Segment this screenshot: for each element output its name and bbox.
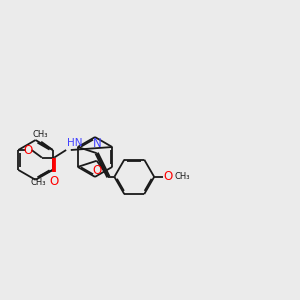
Text: CH₃: CH₃ bbox=[175, 172, 190, 182]
Text: CH₃: CH₃ bbox=[31, 178, 46, 187]
Text: CH₃: CH₃ bbox=[32, 130, 48, 140]
Text: HN: HN bbox=[67, 138, 82, 148]
Text: O: O bbox=[24, 143, 33, 157]
Text: N: N bbox=[93, 137, 102, 150]
Text: O: O bbox=[164, 170, 173, 183]
Text: O: O bbox=[93, 164, 102, 177]
Text: O: O bbox=[50, 175, 59, 188]
